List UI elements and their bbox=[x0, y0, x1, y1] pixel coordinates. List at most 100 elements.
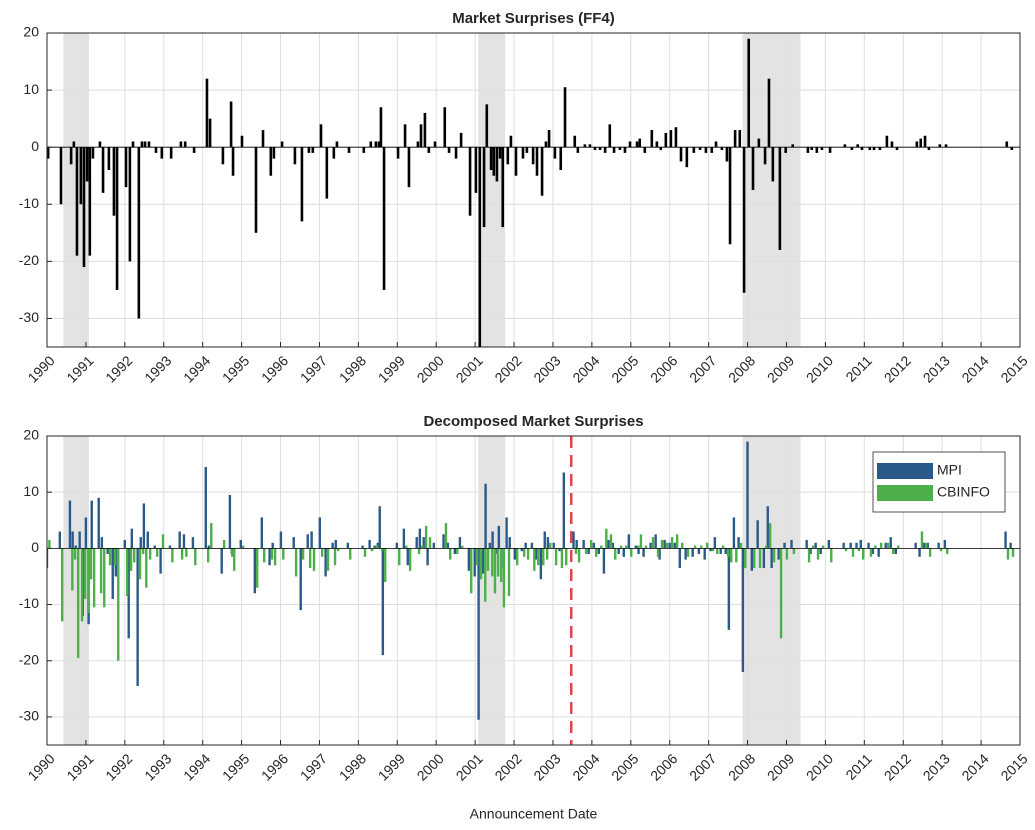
x-tick-label: 2000 bbox=[414, 352, 447, 385]
bar bbox=[895, 147, 899, 151]
bar bbox=[508, 537, 511, 549]
bar bbox=[638, 138, 642, 148]
bar bbox=[739, 542, 743, 549]
bar bbox=[619, 545, 623, 549]
axes-box bbox=[46, 32, 1021, 348]
x-tick-label: 2005 bbox=[608, 352, 641, 385]
bar bbox=[229, 101, 233, 148]
bar bbox=[545, 548, 549, 560]
bar bbox=[80, 548, 84, 622]
bar bbox=[370, 548, 374, 552]
bar bbox=[766, 506, 769, 549]
bar bbox=[697, 548, 701, 554]
bar bbox=[239, 539, 242, 549]
bar bbox=[762, 548, 766, 569]
bar bbox=[630, 548, 633, 557]
bar bbox=[673, 542, 676, 549]
bar bbox=[644, 545, 648, 549]
bar bbox=[130, 528, 134, 549]
bar bbox=[612, 147, 616, 153]
x-tick-label: 1994 bbox=[180, 352, 213, 385]
bar bbox=[140, 141, 144, 148]
bar bbox=[148, 548, 152, 560]
bar bbox=[416, 141, 420, 148]
x-tick-label: 2007 bbox=[686, 352, 719, 385]
y-tick-label: -20 bbox=[19, 252, 39, 268]
bar bbox=[194, 548, 197, 566]
x-tick-label: 2006 bbox=[647, 352, 680, 385]
bar bbox=[241, 545, 245, 549]
bar bbox=[498, 147, 502, 159]
bar bbox=[489, 147, 493, 171]
bar bbox=[884, 542, 887, 549]
bar bbox=[506, 147, 510, 165]
bar bbox=[533, 548, 536, 571]
bar bbox=[727, 548, 731, 630]
bar bbox=[485, 104, 489, 148]
bar bbox=[605, 528, 608, 549]
bar bbox=[482, 147, 486, 228]
bar bbox=[299, 548, 302, 611]
bar bbox=[491, 531, 494, 549]
bar bbox=[467, 548, 471, 571]
bar bbox=[446, 542, 450, 549]
x-tick-label: 2004 bbox=[569, 352, 602, 385]
bar bbox=[844, 548, 848, 552]
bar bbox=[379, 107, 383, 148]
bar bbox=[549, 542, 552, 549]
bar bbox=[890, 141, 894, 148]
bar bbox=[809, 548, 812, 554]
bar bbox=[763, 147, 767, 165]
bar bbox=[894, 548, 898, 554]
bar bbox=[123, 539, 127, 549]
bar bbox=[658, 548, 661, 560]
bar bbox=[127, 548, 130, 639]
bar bbox=[192, 147, 196, 153]
bar bbox=[684, 548, 687, 560]
bar bbox=[757, 138, 761, 148]
bar bbox=[98, 141, 102, 148]
bar bbox=[108, 548, 112, 566]
bar bbox=[856, 144, 860, 148]
bar bbox=[642, 548, 645, 557]
x-tick-label: 2005 bbox=[608, 750, 641, 783]
bar bbox=[474, 147, 478, 193]
bar bbox=[505, 517, 508, 549]
bar bbox=[897, 545, 900, 549]
bar bbox=[872, 147, 876, 151]
bar bbox=[559, 147, 563, 171]
y-tick-label: 0 bbox=[31, 138, 39, 154]
chart-title: Market Surprises (FF4) bbox=[452, 10, 615, 27]
bar bbox=[624, 545, 628, 549]
bar bbox=[479, 548, 483, 580]
bar bbox=[623, 147, 627, 153]
legend-swatch bbox=[877, 463, 933, 479]
bar bbox=[82, 147, 86, 268]
bar bbox=[859, 539, 862, 549]
bar bbox=[709, 548, 712, 552]
bar bbox=[611, 542, 615, 549]
bar bbox=[816, 548, 820, 560]
bar bbox=[428, 537, 432, 549]
bar bbox=[334, 539, 337, 549]
bar bbox=[791, 144, 795, 148]
bar bbox=[943, 539, 947, 549]
bar bbox=[643, 147, 647, 153]
bar bbox=[222, 539, 226, 549]
bar bbox=[419, 124, 423, 148]
bar bbox=[889, 537, 892, 549]
x-tick-label: 1996 bbox=[258, 352, 291, 385]
bar bbox=[877, 548, 880, 557]
bar bbox=[542, 548, 545, 566]
bar bbox=[660, 539, 664, 549]
bar bbox=[89, 548, 93, 580]
bar bbox=[326, 548, 330, 571]
bar bbox=[90, 500, 93, 549]
bar bbox=[539, 548, 543, 580]
bar bbox=[320, 548, 324, 557]
bar bbox=[563, 87, 567, 148]
bar bbox=[180, 548, 184, 560]
bar bbox=[920, 531, 924, 549]
bar bbox=[83, 548, 87, 599]
bar bbox=[515, 548, 519, 566]
